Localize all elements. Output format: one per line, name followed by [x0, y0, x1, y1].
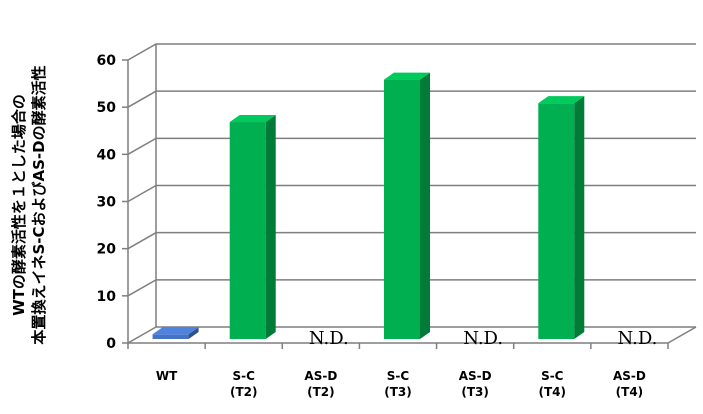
label-layer: 0 10 20 30 40 50 60 WT S-C (T2) N.D. AS-D (T2) S-C (T3…	[97, 53, 658, 399]
y-tick-label: 60	[97, 53, 117, 69]
bar-layer	[152, 72, 585, 340]
y-tick-label: 50	[97, 100, 117, 116]
y-axis-label-line-1: WTの酵素活性を１とした場合の	[10, 94, 28, 316]
bar	[152, 327, 199, 339]
bar	[538, 96, 585, 340]
x-category-label: (T3)	[461, 385, 489, 399]
x-category-label: S-C	[387, 369, 410, 383]
x-category-label: S-C	[541, 369, 564, 383]
x-category-label: (T3)	[384, 385, 412, 399]
x-category-label: (T2)	[307, 385, 335, 399]
bar-side-face	[188, 327, 199, 339]
y-tick-label: 20	[97, 242, 117, 258]
bar-top-face	[229, 115, 276, 123]
bar-side-face	[574, 96, 585, 340]
bar	[384, 72, 430, 339]
x-category-label: AS-D	[304, 369, 337, 383]
x-category-label: WT	[156, 369, 178, 383]
x-category-label: AS-D	[613, 369, 646, 383]
y-tick-label: 40	[97, 147, 117, 163]
bar	[229, 115, 276, 340]
y-tick-label: 30	[97, 195, 117, 211]
y-axis-label-line-2: 本置換えイネS-CおよびAS-Dの酵素活性	[30, 65, 48, 344]
x-category-label: AS-D	[459, 369, 492, 383]
bar-top-face	[152, 327, 199, 335]
bar-top-face	[384, 72, 430, 80]
nd-annotation: N.D.	[463, 328, 503, 349]
bar-side-face	[265, 115, 276, 340]
x-category-label: (T4)	[616, 385, 644, 399]
bar-front-face	[229, 122, 266, 340]
y-tick-label: 0	[106, 336, 116, 352]
gridline	[127, 43, 696, 61]
axis-layer	[122, 44, 697, 349]
bar-side-face	[420, 72, 430, 339]
bar-front-face	[384, 79, 420, 339]
y-tick-label: 10	[97, 289, 117, 305]
x-category-label: S-C	[232, 369, 255, 383]
x-category-label: (T4)	[539, 385, 567, 399]
bar-front-face	[152, 334, 189, 339]
nd-annotation: N.D.	[309, 328, 349, 349]
x-category-label: (T2)	[230, 385, 258, 399]
bar-front-face	[538, 103, 575, 340]
nd-annotation: N.D.	[618, 328, 658, 349]
bar-top-face	[538, 96, 585, 104]
